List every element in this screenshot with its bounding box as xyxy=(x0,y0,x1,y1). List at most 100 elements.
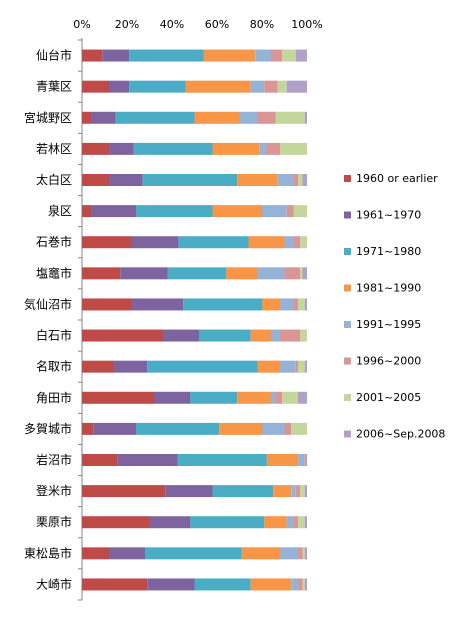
bar-segment xyxy=(183,298,262,311)
bar-segment xyxy=(264,80,278,93)
bar-segment xyxy=(271,329,280,342)
bar-segment xyxy=(226,267,258,280)
bar-segment xyxy=(219,422,262,435)
bar-segment xyxy=(185,80,251,93)
bar-segment xyxy=(295,360,298,373)
bar-segment xyxy=(266,142,280,155)
bar-segment xyxy=(275,391,283,404)
bar-segment xyxy=(291,485,296,498)
category-label: 白石市 xyxy=(36,328,72,343)
bar-segment xyxy=(82,547,109,560)
bar-segment xyxy=(194,578,251,591)
bar-segment xyxy=(257,360,280,373)
category-label: 気仙沼市 xyxy=(24,296,72,311)
bar-segment xyxy=(82,49,103,62)
bar-segment xyxy=(286,205,294,218)
bar-segment xyxy=(304,578,307,591)
bar-segment xyxy=(295,485,301,498)
bar-segment xyxy=(82,516,150,529)
bar-segment xyxy=(82,142,109,155)
legend-swatch xyxy=(344,321,351,328)
bar-segment xyxy=(286,516,294,529)
bar-segment xyxy=(91,205,136,218)
bar-segment xyxy=(250,80,265,93)
legend-swatch xyxy=(344,211,351,219)
legend-entry: 1971~1980 xyxy=(356,245,421,258)
bar-segment xyxy=(271,49,283,62)
bar-segment xyxy=(129,80,186,93)
legend-entry: 1981~1990 xyxy=(356,282,421,295)
bar-segment xyxy=(298,578,303,591)
bar-segment xyxy=(282,49,296,62)
legend-entry: 1991~1995 xyxy=(356,318,421,331)
legend-entry: 1961~1970 xyxy=(356,209,421,222)
bar-segment xyxy=(262,422,285,435)
bar-segment xyxy=(284,422,292,435)
bar-segment xyxy=(280,298,294,311)
bar-segment xyxy=(259,142,267,155)
bar-segment xyxy=(302,267,307,280)
bar-segment xyxy=(300,329,307,342)
bar-segment xyxy=(302,174,307,186)
bar-segment xyxy=(194,111,240,124)
bar-segment xyxy=(277,174,294,186)
x-tick-label: 60% xyxy=(205,18,229,31)
legend-swatch xyxy=(344,357,351,365)
legend-entry: 2001~2005 xyxy=(356,391,421,404)
bar-segment xyxy=(237,391,271,404)
bar-segment xyxy=(93,422,136,435)
category-label: 塩竈市 xyxy=(36,265,72,280)
bar-segment xyxy=(82,236,132,249)
category-label: 角田市 xyxy=(36,390,72,405)
legend-entry: 2006~Sep.2008 xyxy=(356,428,445,441)
bar-segment xyxy=(280,329,301,342)
bar-segment xyxy=(109,80,130,93)
bar-segment xyxy=(298,547,303,560)
bar-segment xyxy=(264,516,287,529)
bar-segment xyxy=(212,142,260,155)
bar-segment xyxy=(82,329,163,342)
bar-segment xyxy=(163,329,199,342)
bar-segment xyxy=(149,516,190,529)
bar-segment xyxy=(304,111,307,124)
bar-segment xyxy=(212,485,274,498)
bar-segment xyxy=(109,174,143,186)
bar-segment xyxy=(82,360,114,373)
bar-segment xyxy=(82,174,109,186)
bar-segment xyxy=(304,547,307,560)
x-tick-label: 80% xyxy=(250,18,274,31)
bar-segment xyxy=(102,49,130,62)
category-label: 太白区 xyxy=(36,172,72,187)
bar-segment xyxy=(250,578,292,591)
legend-swatch xyxy=(344,175,351,182)
bar-segment xyxy=(304,485,307,498)
bar-segment xyxy=(91,111,116,124)
bar-segment xyxy=(262,205,287,218)
bar-segment xyxy=(142,174,238,186)
bar-segment xyxy=(273,485,292,498)
bar-segment xyxy=(298,516,305,529)
bar-segment xyxy=(178,236,249,249)
bar-segment xyxy=(293,205,307,218)
bar-segment xyxy=(109,547,145,560)
category-label: 石巻市 xyxy=(36,234,72,249)
legend-swatch xyxy=(344,430,351,438)
bar-segment xyxy=(82,298,132,311)
category-label: 東松島市 xyxy=(24,545,72,560)
bar-segment xyxy=(82,111,91,124)
bar-segment xyxy=(131,236,179,249)
bar-segment xyxy=(293,298,298,311)
bar-segment xyxy=(239,111,258,124)
bar-segment xyxy=(82,80,109,93)
bar-segment xyxy=(304,516,307,529)
category-label: 岩沼市 xyxy=(36,452,72,467)
bar-segment xyxy=(147,578,195,591)
category-label: 登米市 xyxy=(36,483,72,498)
bar-segment xyxy=(82,267,121,280)
bar-segment xyxy=(177,454,267,466)
bar-segment xyxy=(295,49,307,62)
bar-segment xyxy=(113,360,148,373)
bar-segment xyxy=(154,391,190,404)
x-tick-label: 100% xyxy=(291,18,322,31)
bar-segment xyxy=(271,391,276,404)
